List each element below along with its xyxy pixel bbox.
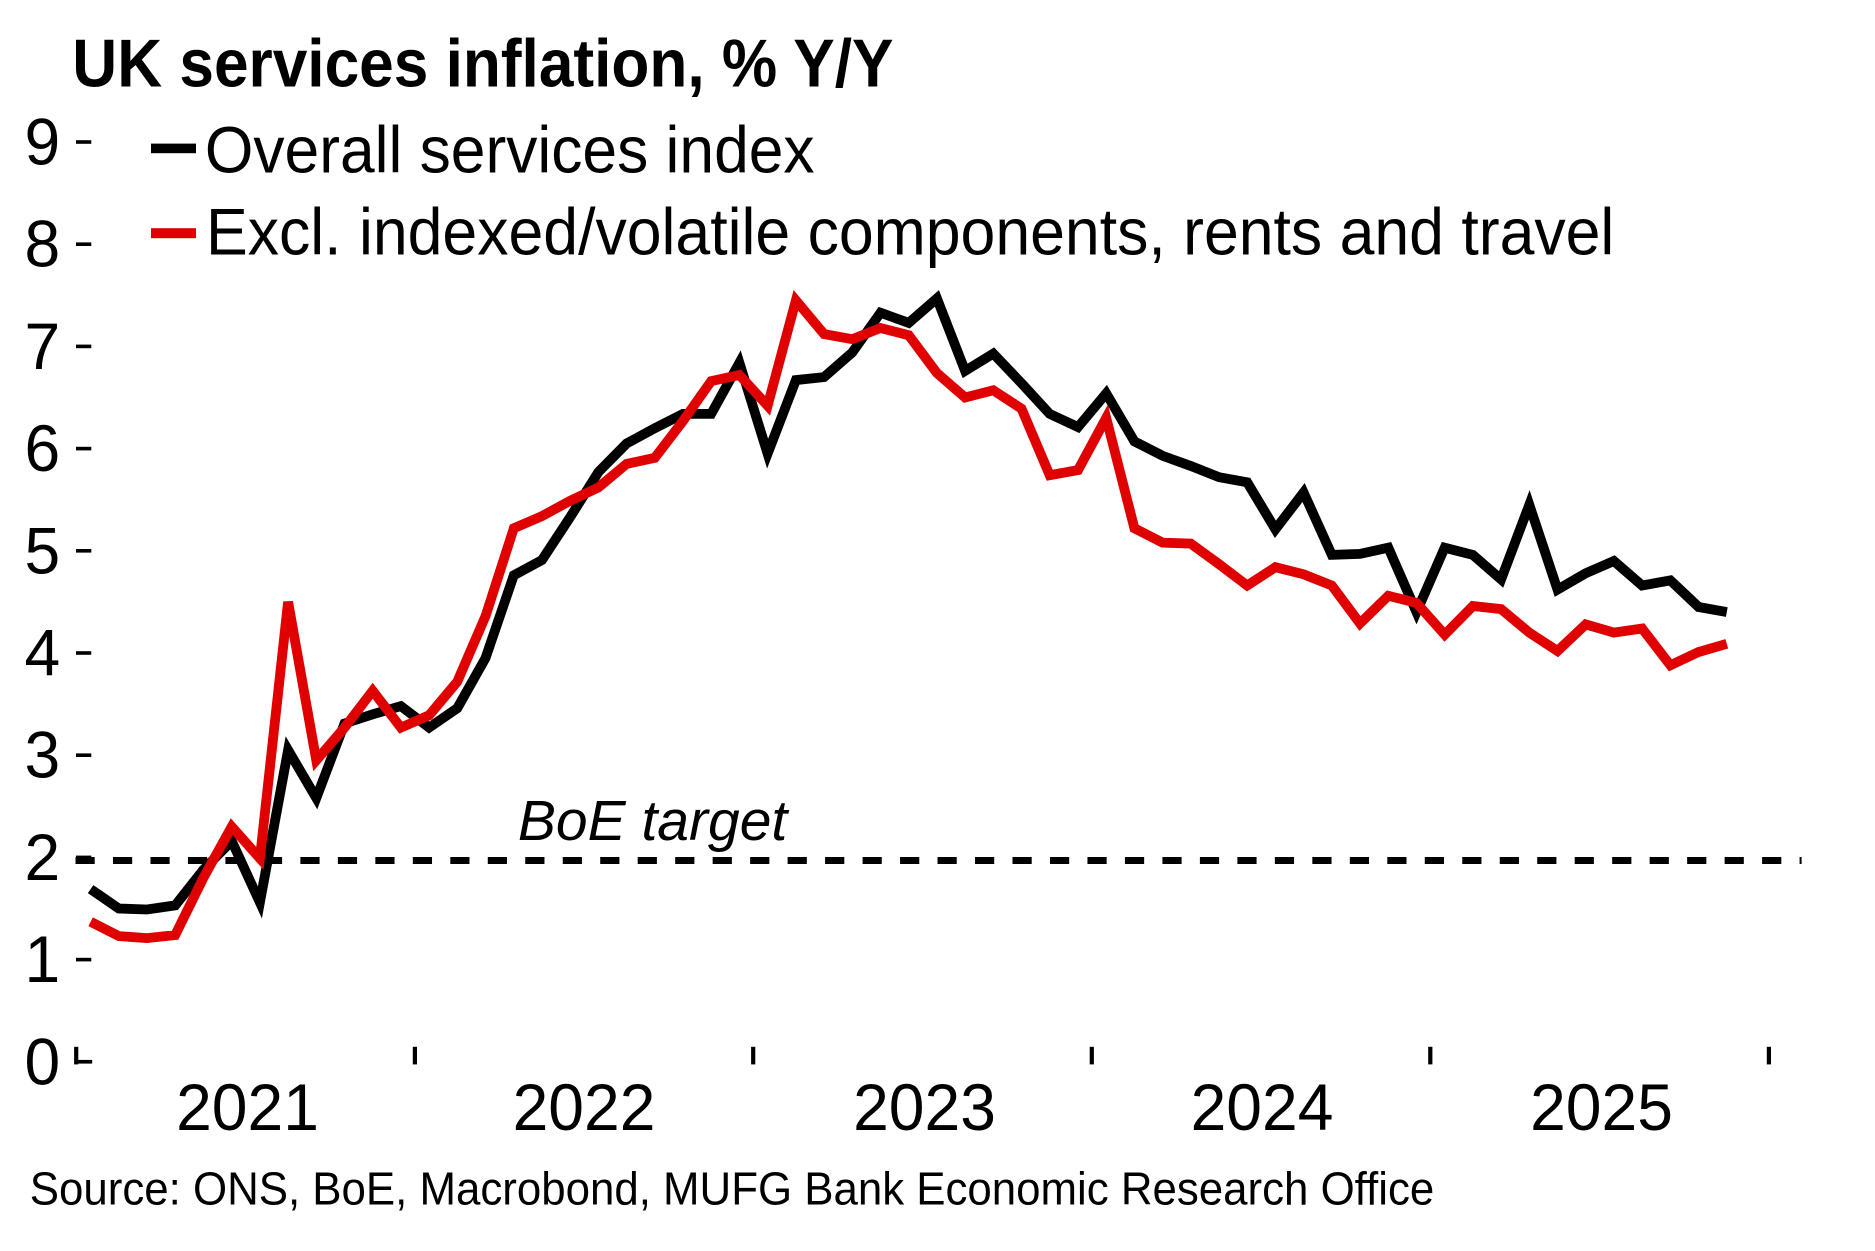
svg-text:6: 6	[25, 412, 61, 486]
svg-text:4: 4	[25, 616, 61, 690]
svg-text:Source: ONS, BoE, Macrobond, M: Source: ONS, BoE, Macrobond, MUFG Bank E…	[30, 1162, 1434, 1214]
svg-text:3: 3	[25, 718, 61, 792]
svg-text:1: 1	[25, 923, 61, 997]
svg-text:5: 5	[25, 514, 61, 588]
svg-text:2024: 2024	[1191, 1070, 1334, 1144]
svg-text:Overall services index: Overall services index	[205, 113, 815, 187]
svg-text:2021: 2021	[176, 1070, 319, 1144]
svg-text:Excl. indexed/volatile compone: Excl. indexed/volatile components, rents…	[206, 195, 1614, 269]
svg-text:BoE target: BoE target	[518, 789, 789, 853]
svg-text:2: 2	[25, 820, 61, 894]
svg-text:7: 7	[25, 309, 61, 383]
svg-text:8: 8	[25, 207, 61, 281]
svg-text:0: 0	[25, 1025, 61, 1099]
svg-text:UK services inflation, % Y/Y: UK services inflation, % Y/Y	[72, 25, 893, 101]
svg-text:2025: 2025	[1530, 1070, 1673, 1144]
svg-text:2022: 2022	[513, 1070, 656, 1144]
svg-text:9: 9	[25, 105, 61, 179]
svg-text:2023: 2023	[853, 1070, 996, 1144]
